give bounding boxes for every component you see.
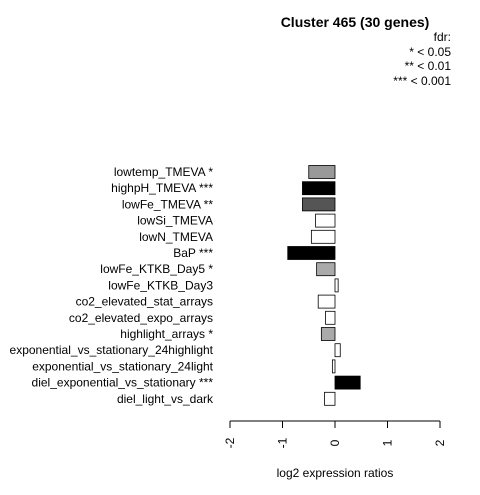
bar-13 bbox=[334, 375, 361, 390]
bar-8 bbox=[317, 294, 336, 309]
x-tick-label-1: -1 bbox=[276, 437, 290, 448]
legend-title: fdr: bbox=[434, 30, 451, 44]
category-label-9: co2_elevated_expo_arrays bbox=[69, 311, 213, 325]
bar-6 bbox=[316, 262, 336, 277]
bar-0 bbox=[308, 165, 336, 179]
bar-7 bbox=[334, 278, 339, 293]
x-ticks: -2 -1 0 1 2 bbox=[223, 421, 447, 448]
category-label-11: exponential_vs_stationary_24highlight bbox=[10, 343, 214, 357]
bar-4 bbox=[310, 229, 336, 244]
legend-entry-2: ** < 0.01 bbox=[405, 59, 452, 73]
category-label-7: lowFe_KTKB_Day3 bbox=[108, 278, 213, 292]
legend-entry-3: *** < 0.001 bbox=[393, 74, 451, 88]
bar-2 bbox=[302, 197, 336, 212]
legend: fdr: * < 0.05 ** < 0.01 *** < 0.001 bbox=[393, 30, 451, 88]
category-label-0: lowtemp_TMEVA * bbox=[114, 165, 213, 179]
chart-title: Cluster 465 (30 genes) bbox=[281, 14, 430, 30]
bar-14 bbox=[324, 391, 336, 406]
category-labels: lowtemp_TMEVA * highpH_TMEVA *** lowFe_TME… bbox=[10, 165, 214, 406]
category-label-12: exponential_vs_stationary_24light bbox=[32, 359, 213, 373]
category-label-13: diel_exponential_vs_stationary *** bbox=[32, 376, 214, 390]
category-label-4: lowN_TMEVA bbox=[139, 230, 213, 244]
bar-9 bbox=[325, 310, 336, 325]
bar-12 bbox=[331, 359, 336, 374]
x-axis: -2 -1 0 1 2 bbox=[223, 420, 447, 448]
category-label-3: lowSi_TMEVA bbox=[137, 214, 213, 228]
category-label-6: lowFe_KTKB_Day5 * bbox=[100, 262, 213, 276]
x-axis-label: log2 expression ratios bbox=[277, 466, 394, 480]
bar-3 bbox=[315, 213, 336, 228]
bar-1 bbox=[302, 181, 336, 196]
bar-5 bbox=[287, 246, 336, 260]
x-tick-label-4: 2 bbox=[433, 439, 447, 446]
x-tick-label-2: 0 bbox=[328, 439, 342, 446]
x-tick-label-3: 1 bbox=[381, 439, 395, 446]
category-label-8: co2_elevated_stat_arrays bbox=[76, 295, 213, 309]
category-label-14: diel_light_vs_dark bbox=[117, 392, 214, 406]
category-label-10: highlight_arrays * bbox=[120, 327, 213, 341]
category-label-1: highpH_TMEVA *** bbox=[111, 181, 213, 195]
category-label-2: lowFe_TMEVA ** bbox=[122, 197, 213, 211]
bars bbox=[287, 165, 361, 406]
legend-entry-1: * < 0.05 bbox=[409, 45, 451, 59]
bar-11 bbox=[334, 343, 341, 358]
x-tick-label-0: -2 bbox=[223, 437, 237, 448]
bar-10 bbox=[320, 327, 336, 341]
category-label-5: BaP *** bbox=[173, 246, 213, 260]
